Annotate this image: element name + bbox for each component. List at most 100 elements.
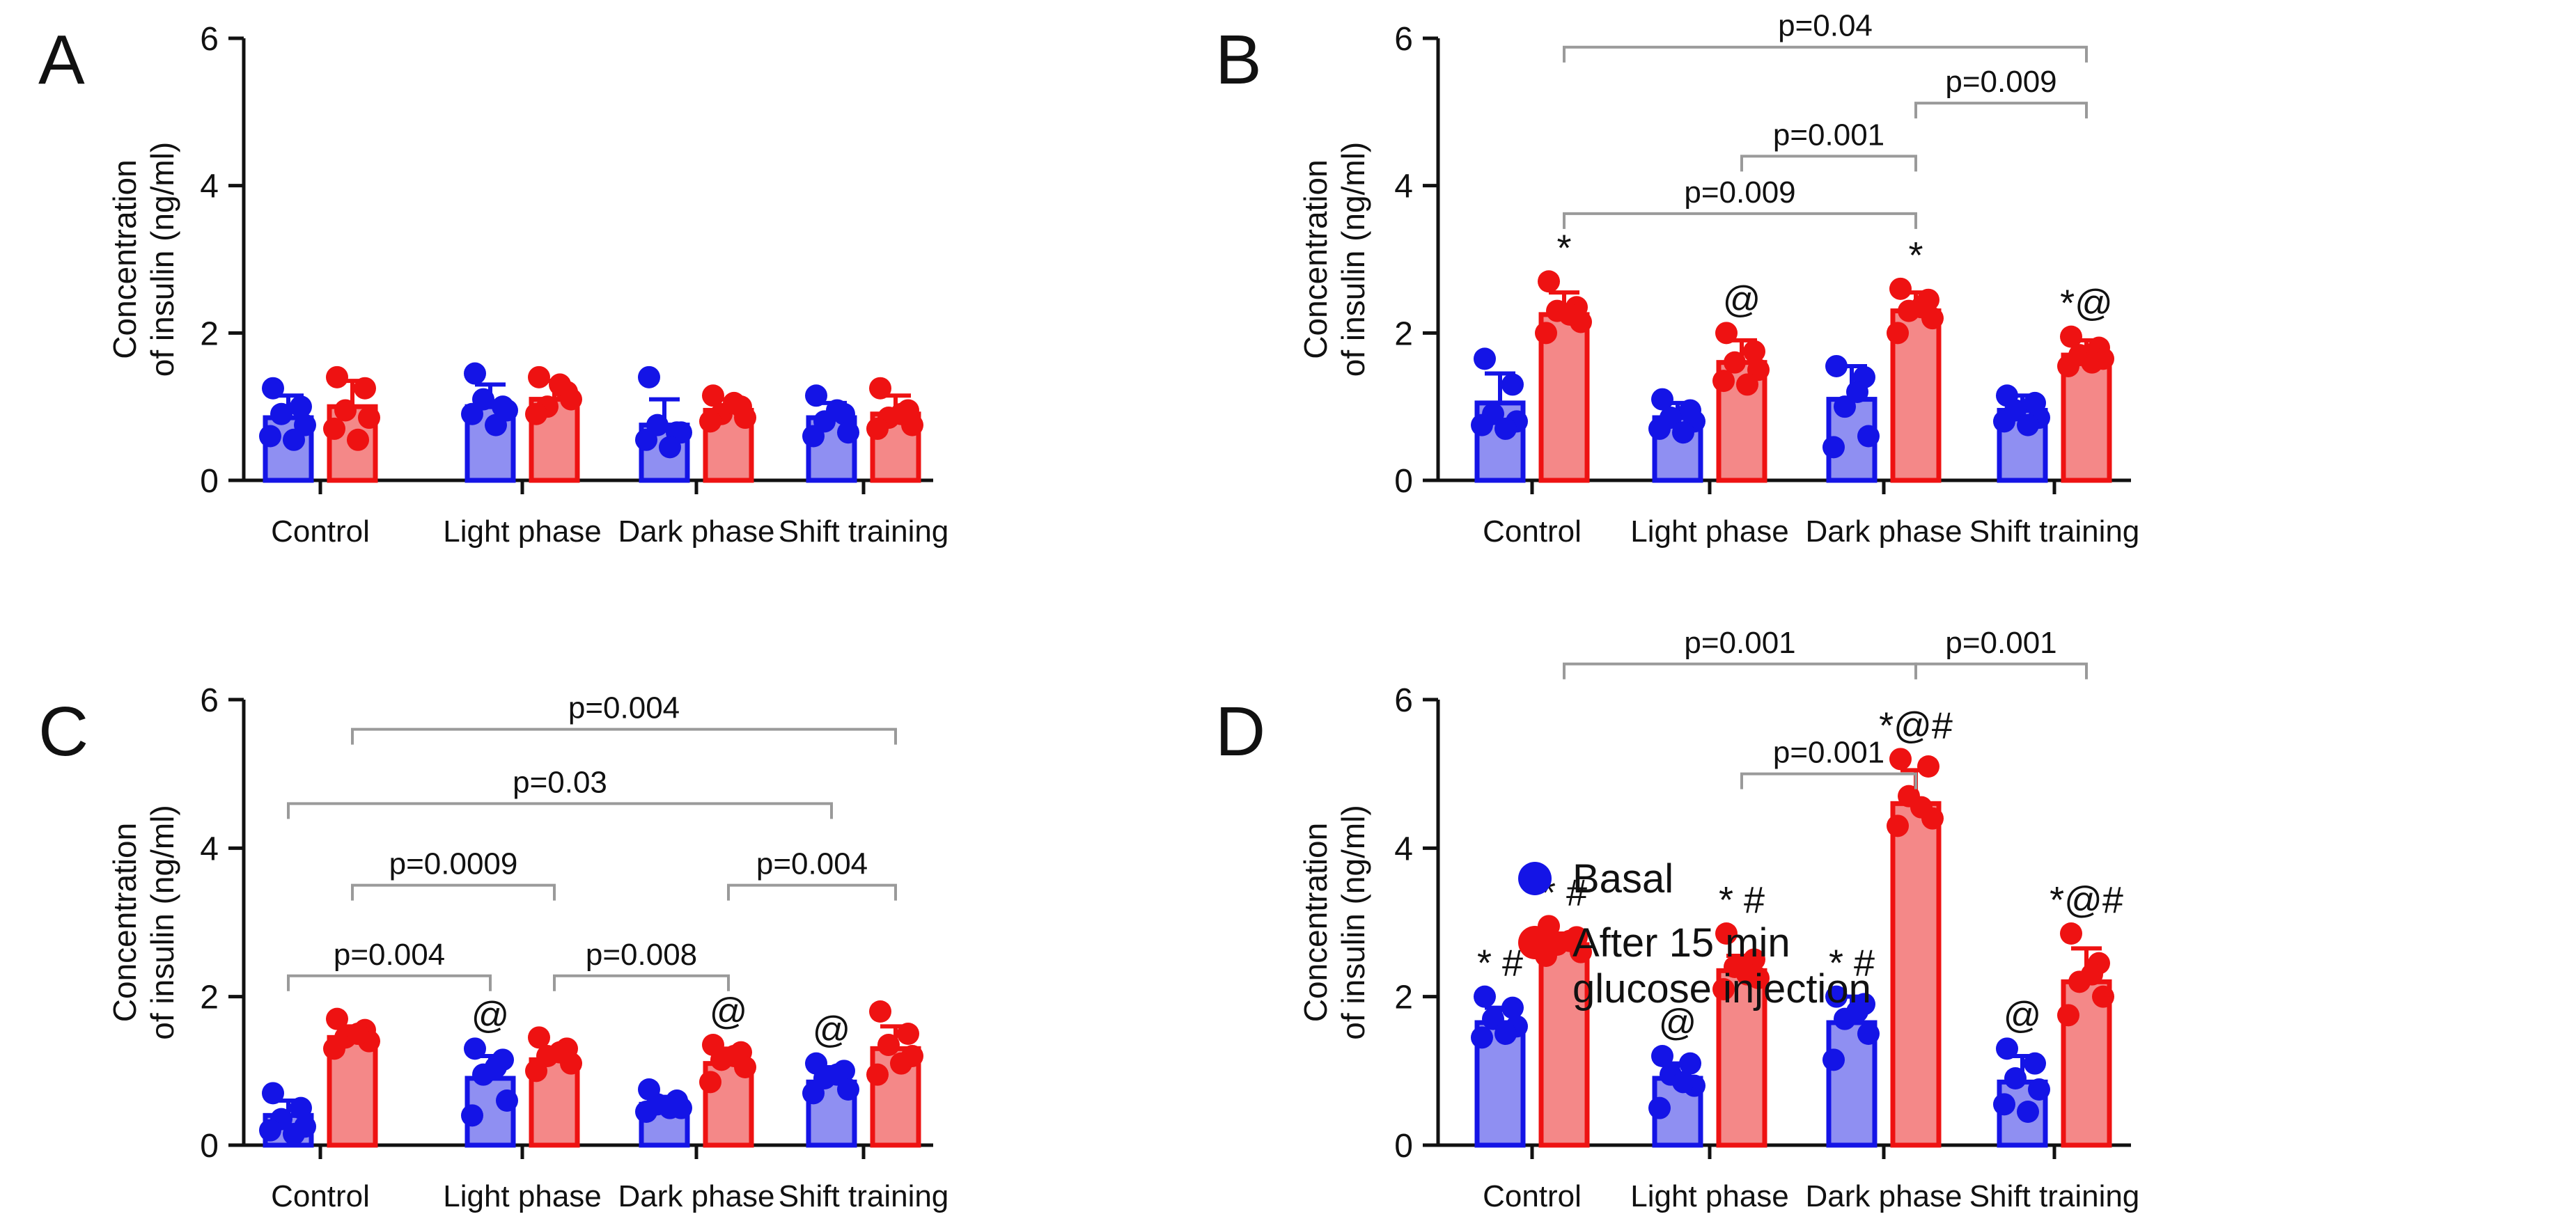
y-tick-label: 0 bbox=[200, 1128, 219, 1165]
data-point-basal bbox=[1648, 1096, 1671, 1119]
y-tick-label: 6 bbox=[200, 21, 219, 58]
comparison-bracket bbox=[287, 802, 833, 819]
significance-annotation: @ bbox=[1723, 278, 1761, 320]
data-point-basal bbox=[290, 395, 312, 418]
data-point-glucose bbox=[528, 365, 550, 388]
comparison-bracket bbox=[1740, 772, 1917, 789]
y-tick-label: 6 bbox=[200, 682, 219, 719]
significance-annotation: @ bbox=[2004, 994, 2042, 1036]
y-axis-label-line: of insulin (ng/ml) bbox=[144, 142, 180, 377]
data-point-glucose bbox=[869, 1000, 891, 1023]
y-tick-label: 2 bbox=[200, 979, 219, 1016]
data-point-glucose bbox=[528, 1026, 550, 1049]
data-point-glucose bbox=[2092, 985, 2114, 1008]
x-tick-label: Dark phase bbox=[618, 1179, 774, 1213]
data-point-basal bbox=[485, 414, 507, 436]
y-tick-label: 6 bbox=[1394, 21, 1413, 58]
data-point-glucose bbox=[525, 1060, 547, 1083]
legend-marker-glucose bbox=[1518, 926, 1552, 959]
y-tick-label: 4 bbox=[200, 831, 219, 867]
x-tick-label: Light phase bbox=[443, 1179, 602, 1213]
data-point-basal bbox=[802, 425, 825, 448]
data-point-glucose bbox=[1724, 351, 1746, 374]
y-tick-label: 4 bbox=[200, 168, 219, 205]
y-tick-label: 4 bbox=[1394, 168, 1413, 205]
data-point-glucose bbox=[1889, 748, 1912, 771]
p-value-label: p=0.004 bbox=[334, 938, 445, 972]
y-tick-label: 2 bbox=[1394, 315, 1413, 352]
data-point-basal bbox=[1679, 1052, 1701, 1075]
legend-label-basal: Basal bbox=[1572, 856, 1674, 902]
p-value-label: p=0.009 bbox=[1945, 65, 2056, 99]
data-point-basal bbox=[635, 428, 657, 451]
y-axis-label: Concentrationof insulin (ng/ml) bbox=[1297, 142, 1371, 377]
data-point-basal bbox=[1672, 1071, 1694, 1094]
data-point-glucose bbox=[890, 402, 912, 425]
data-point-basal bbox=[1846, 381, 1868, 403]
data-point-glucose bbox=[323, 1037, 345, 1060]
y-tick-label: 2 bbox=[200, 315, 219, 352]
y-axis-label-line: Concentration bbox=[1297, 823, 1334, 1022]
y-tick-label: 0 bbox=[1394, 1128, 1413, 1165]
x-tick-label: Shift training bbox=[779, 514, 949, 549]
data-point-basal bbox=[283, 428, 305, 451]
data-point-glucose bbox=[897, 1023, 919, 1045]
data-point-glucose bbox=[1538, 270, 1560, 293]
comparison-bracket bbox=[1563, 45, 2088, 63]
y-axis-label-line: of insulin (ng/ml) bbox=[144, 805, 180, 1039]
panel-a: A 0 2 4 6 Concentrationof insulin (ng/ml) Cont… bbox=[38, 21, 949, 549]
y-tick-label: 0 bbox=[200, 463, 219, 500]
data-point-glucose bbox=[1910, 296, 1933, 319]
significance-annotation: @ bbox=[471, 994, 510, 1036]
data-point-basal bbox=[802, 1082, 825, 1105]
data-point-glucose bbox=[2057, 1004, 2079, 1027]
data-point-basal bbox=[1846, 1000, 1868, 1023]
data-point-glucose bbox=[1887, 322, 1909, 345]
x-tick-label: Control bbox=[271, 1179, 370, 1213]
data-point-basal bbox=[2004, 1067, 2027, 1089]
data-point-basal bbox=[837, 421, 859, 444]
p-value-label: p=0.04 bbox=[1778, 9, 1873, 43]
data-point-glucose bbox=[1736, 963, 1758, 986]
y-axis-label: Concentrationof insulin (ng/ml) bbox=[107, 142, 180, 377]
x-tick-label: Light phase bbox=[1630, 1179, 1789, 1213]
data-point-glucose bbox=[1535, 322, 1557, 345]
comparison-bracket bbox=[1914, 102, 2088, 119]
data-point-glucose bbox=[866, 1063, 889, 1086]
data-point-basal bbox=[1822, 1048, 1845, 1071]
significance-annotation: * # bbox=[1719, 879, 1765, 921]
data-point-basal bbox=[1857, 1023, 1880, 1045]
data-point-basal bbox=[2024, 1052, 2046, 1075]
data-point-basal bbox=[2017, 1101, 2039, 1123]
comparison-bracket bbox=[351, 727, 897, 745]
p-value-label: p=0.03 bbox=[513, 765, 607, 799]
significance-annotation: * bbox=[1908, 235, 1923, 276]
x-tick-label: Control bbox=[1483, 514, 1582, 549]
data-point-basal bbox=[1501, 373, 1524, 396]
data-point-basal bbox=[2028, 1078, 2050, 1101]
data-point-basal bbox=[485, 1056, 507, 1078]
data-point-glucose bbox=[549, 1041, 571, 1064]
data-point-glucose bbox=[2081, 963, 2103, 986]
legend-item-glucose: After 15 min glucose injection bbox=[1518, 920, 2563, 1012]
data-point-basal bbox=[1993, 410, 2015, 433]
significance-annotation: *@ bbox=[2060, 283, 2113, 324]
y-axis-label-line: of insulin (ng/ml) bbox=[1335, 142, 1371, 377]
significance-annotation: * # bbox=[1829, 943, 1875, 984]
comparison-bracket bbox=[1740, 155, 1917, 172]
data-point-glucose bbox=[334, 399, 357, 422]
p-value-label: p=0.001 bbox=[1773, 118, 1884, 152]
data-point-glucose bbox=[2060, 325, 2082, 348]
data-point-basal bbox=[259, 1119, 281, 1142]
data-point-glucose bbox=[2060, 922, 2082, 945]
data-point-glucose bbox=[702, 384, 724, 407]
x-tick-label: Control bbox=[1483, 1179, 1582, 1213]
data-point-basal bbox=[1494, 1023, 1517, 1045]
comparison-bracket bbox=[351, 883, 556, 901]
data-point-basal bbox=[461, 1104, 483, 1127]
comparison-bracket bbox=[727, 883, 897, 901]
x-tick-label: Control bbox=[271, 514, 370, 549]
panel-label: D bbox=[1215, 693, 1265, 771]
data-point-basal bbox=[496, 1089, 518, 1112]
